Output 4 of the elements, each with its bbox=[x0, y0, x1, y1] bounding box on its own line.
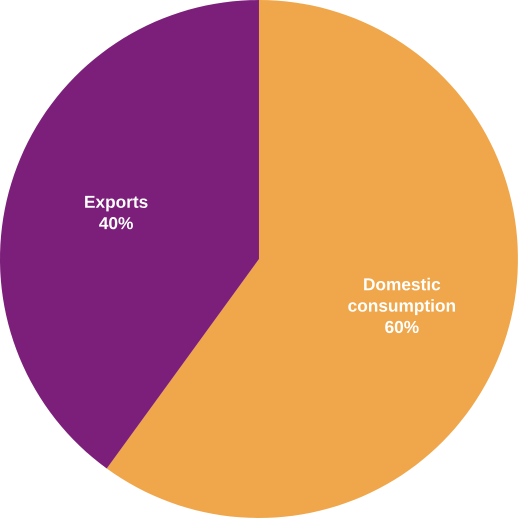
data-label: 60% bbox=[385, 320, 419, 334]
slice-label: Exports bbox=[85, 196, 148, 212]
data-label: 40% bbox=[99, 217, 133, 230]
slice-label: Domestic consumption bbox=[348, 278, 456, 316]
